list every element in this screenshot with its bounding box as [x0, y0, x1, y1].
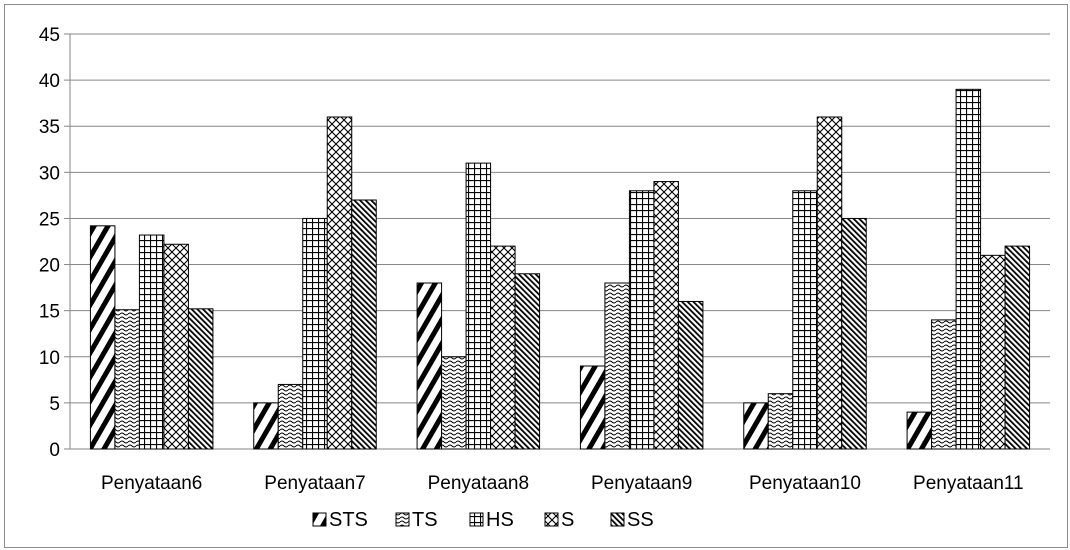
bar-ts-penyataan9	[604, 282, 630, 450]
bar-sts-penyataan11	[906, 411, 933, 450]
legend-label-sts: STS	[329, 509, 368, 531]
bar-ss-penyataan9	[677, 300, 704, 450]
y-tick-label: 15	[39, 302, 60, 323]
bar-hs-penyataan10	[792, 190, 818, 450]
legend-label-ts: TS	[412, 509, 438, 531]
legend-label-ss: SS	[627, 509, 654, 531]
y-tick-label: 10	[39, 348, 60, 369]
bar-ts-penyataan6	[114, 309, 140, 450]
bar-ss-penyataan10	[841, 217, 867, 450]
bar-ss-penyataan7	[351, 199, 377, 450]
legend-swatch-sts	[312, 512, 327, 527]
y-tick-label: 5	[49, 394, 60, 415]
legend-swatch-s	[544, 512, 559, 527]
bar-sts-penyataan7	[253, 402, 279, 450]
x-category-label: Penyataan11	[913, 473, 1024, 494]
bar-hs-penyataan11	[955, 88, 982, 450]
y-tick-label: 45	[39, 25, 60, 46]
y-axis-ticks: 0 5 10 15 20 25 30 35 40 45	[39, 25, 60, 461]
bar-ts-penyataan10	[767, 393, 794, 450]
x-category-label: Penyataan9	[591, 473, 692, 494]
bar-sts-penyataan9	[579, 365, 606, 450]
bar-ts-penyataan7	[277, 383, 304, 450]
y-tick-label: 30	[39, 163, 60, 184]
x-category-label: Penyataan6	[101, 473, 202, 494]
bars	[89, 88, 1031, 450]
bar-ss-penyataan6	[187, 308, 214, 450]
bar-ss-penyataan8	[514, 273, 541, 450]
y-tick-label: 20	[39, 256, 60, 277]
y-tick-label: 25	[39, 209, 60, 230]
bar-ts-penyataan8	[441, 356, 467, 450]
bar-s-penyataan9	[653, 181, 679, 450]
legend-label-s: S	[561, 509, 574, 531]
y-tick-label: 40	[39, 71, 60, 92]
bar-s-penyataan10	[816, 116, 843, 450]
bar-sts-penyataan6	[89, 225, 116, 450]
legend-swatch-hs	[469, 512, 484, 527]
bar-s-penyataan11	[980, 254, 1006, 450]
x-axis-categories: Penyataan6 Penyataan7 Penyataan8 Penyataan9…	[101, 473, 1024, 494]
y-tick-label: 0	[49, 440, 60, 461]
y-tick-label: 35	[39, 117, 60, 138]
x-category-label: Penyataan7	[264, 473, 365, 494]
bar-hs-penyataan6	[138, 234, 165, 450]
bar-s-penyataan8	[490, 245, 516, 450]
bar-s-penyataan6	[163, 243, 189, 450]
bar-sts-penyataan8	[416, 282, 443, 450]
bar-ts-penyataan11	[931, 319, 957, 450]
legend-swatch-ts	[395, 512, 410, 527]
gridlines	[64, 33, 1050, 450]
bar-sts-penyataan10	[743, 402, 769, 450]
bar-s-penyataan7	[326, 116, 353, 450]
x-category-label: Penyataan10	[749, 473, 861, 494]
legend-swatch-ss	[610, 512, 625, 527]
bar-ss-penyataan11	[1004, 245, 1031, 450]
bar-hs-penyataan7	[302, 217, 328, 450]
legend: STS TS HS S SS	[312, 509, 654, 531]
bar-hs-penyataan9	[628, 190, 655, 450]
legend-label-hs: HS	[486, 509, 514, 531]
x-category-label: Penyataan8	[428, 473, 529, 494]
bar-hs-penyataan8	[465, 162, 492, 450]
